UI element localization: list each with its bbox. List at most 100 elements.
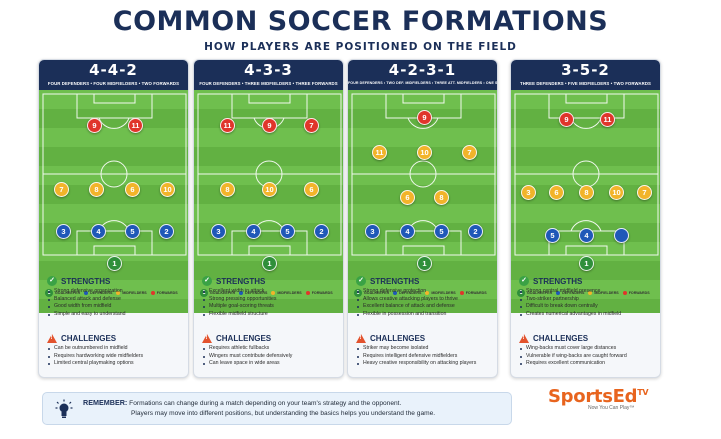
player-defender: 5: [280, 224, 295, 239]
player-defender: 3: [211, 224, 226, 239]
list-item: Requires excellent communication: [519, 360, 659, 368]
goalkeeper-badge: 1: [354, 289, 362, 297]
formation-description: THREE DEFENDERS • FIVE MIDFIELDERS • TWO…: [519, 81, 651, 86]
legend-defenders: DEFENDERS: [245, 291, 268, 295]
list-item: Can leave space in wide areas: [202, 360, 342, 368]
pitch-lines: [42, 93, 187, 256]
list-item: Wing-backs must cover large distances: [519, 345, 659, 353]
legend-forwards: FORWARDS: [156, 291, 178, 295]
player-defender: 5: [125, 224, 140, 239]
legend-forwards: FORWARDS: [628, 291, 650, 295]
player-goalkeeper: 1: [107, 256, 122, 271]
legend-midfielders: MIDFIELDERS: [122, 291, 147, 295]
soccer-pitch: 9 11 3 6 8 10 7 5 4 1 1 GOALKEEPER DEFEND…: [511, 90, 660, 313]
challenges-heading: CHALLENGES: [533, 334, 589, 343]
page-title: COMMON SOCCER FORMATIONS: [112, 6, 609, 37]
card-header: 4-3-3 FOUR DEFENDERS • THREE MIDFIELDERS…: [194, 60, 343, 90]
list-item: Can be outnumbered in midfield: [47, 345, 187, 353]
player-midfielder: 6: [125, 182, 140, 197]
list-item: Strong pressing opportunities: [202, 296, 342, 304]
midfielder-dot-icon: [271, 291, 276, 295]
legend-midfielders: MIDFIELDERS: [594, 291, 619, 295]
forward-dot-icon: [150, 291, 155, 295]
formation-description: FOUR DEFENDERS • FOUR MIDFIELDERS • TWO …: [47, 81, 180, 86]
legend-defenders: DEFENDERS: [562, 291, 585, 295]
formation-name: 3-5-2: [561, 61, 610, 79]
formation-description: FOUR DEFENDERS • TWO DEF. MIDFIELDERS • …: [348, 81, 497, 85]
player-midfielder: 7: [637, 185, 652, 200]
player-midfielder: 7: [462, 145, 477, 160]
defender-dot-icon: [84, 291, 89, 295]
list-item: Balanced attack and defense: [47, 296, 187, 304]
logo-superscript: TV: [637, 388, 649, 397]
list-item: Simple and easy to understand: [47, 311, 187, 319]
player-defender: 3: [365, 224, 380, 239]
challenges-section: ! CHALLENGES Requires athletic fullbacks …: [202, 334, 342, 368]
list-item: Good width from midfield: [47, 303, 187, 311]
card-header: 3-5-2 THREE DEFENDERS • FIVE MIDFIELDERS…: [511, 60, 660, 90]
challenges-section: ! CHALLENGES Wing-backs must cover large …: [519, 334, 659, 368]
player-forward: 9: [417, 110, 432, 125]
list-item: Requires hardworking wide midfielders: [47, 353, 187, 361]
formation-description: FOUR DEFENDERS • THREE MIDFIELDERS • THR…: [199, 81, 338, 86]
remember-callout: REMEMBER: Formations can change during a…: [42, 392, 512, 425]
player-goalkeeper: 1: [262, 256, 277, 271]
defender-dot-icon: [239, 291, 244, 295]
list-item: Multiple goal-scoring threats: [202, 303, 342, 311]
soccer-pitch: 9 11 7 8 6 10 3 4 5 2 1 1 GOALKEEPER DEFE…: [39, 90, 188, 313]
list-item: Wingers must contribute defensively: [202, 353, 342, 361]
sportsed-logo: SportsEdTV Now You Can Play™: [548, 386, 688, 426]
player-defender: 2: [159, 224, 174, 239]
check-circle-icon: ✓: [356, 276, 366, 286]
player-midfielder: 6: [304, 182, 319, 197]
player-defender: 4: [579, 228, 594, 243]
player-defender: 5: [434, 224, 449, 239]
legend-goalkeeper: GOALKEEPER: [210, 291, 236, 295]
remember-text: REMEMBER: Formations can change during a…: [83, 398, 435, 419]
legend-goalkeeper: GOALKEEPER: [55, 291, 81, 295]
strengths-section: ✓ STRENGTHS Excellent width in attack Str…: [202, 276, 342, 318]
player-defender: 4: [91, 224, 106, 239]
list-item: Allows creative attacking players to thr…: [356, 296, 496, 304]
check-circle-icon: ✓: [519, 276, 529, 286]
player-midfielder: 6: [549, 185, 564, 200]
list-item: Flexible midfield structure: [202, 311, 342, 319]
formation-name: 4-3-3: [244, 61, 293, 79]
player-midfielder: 11: [372, 145, 387, 160]
player-forward: 7: [304, 118, 319, 133]
player-midfielder: 10: [417, 145, 432, 160]
player-goalkeeper: 1: [579, 256, 594, 271]
player-midfielder: 10: [160, 182, 175, 197]
defender-dot-icon: [556, 291, 561, 295]
goalkeeper-badge: 1: [200, 289, 208, 297]
player-midfielder: 8: [220, 182, 235, 197]
player-midfielder: 6: [400, 190, 415, 205]
forward-dot-icon: [622, 291, 627, 295]
player-forward: 9: [262, 118, 277, 133]
legend-defenders: DEFENDERS: [90, 291, 113, 295]
player-midfielder: 7: [54, 182, 69, 197]
list-item: Strong defensive organization: [47, 288, 187, 296]
card-header: 4-4-2 FOUR DEFENDERS • FOUR MIDFIELDERS …: [39, 60, 188, 90]
player-midfielder: 10: [262, 182, 277, 197]
formation-card-3-5-2: 3-5-2 THREE DEFENDERS • FIVE MIDFIELDERS…: [510, 59, 661, 378]
list-item: Excellent balance of attack and defense: [356, 303, 496, 311]
legend-forwards: FORWARDS: [465, 291, 487, 295]
midfielder-dot-icon: [116, 291, 121, 295]
remember-line-2: Players may move into different position…: [131, 410, 436, 417]
player-defender: 4: [246, 224, 261, 239]
list-item: Requires athletic fullbacks: [202, 345, 342, 353]
legend-forwards: FORWARDS: [311, 291, 333, 295]
player-midfielder: 8: [434, 190, 449, 205]
list-item: Difficult to break down centrally: [519, 303, 659, 311]
card-header: 4-2-3-1 FOUR DEFENDERS • TWO DEF. MIDFIE…: [348, 60, 497, 90]
list-item: Vulnerable if wing-backs are caught forw…: [519, 353, 659, 361]
player-midfielder: 10: [609, 185, 624, 200]
warning-triangle-icon: !: [519, 334, 529, 343]
player-goalkeeper: 1: [417, 256, 432, 271]
list-item: Excellent width in attack: [202, 288, 342, 296]
strengths-heading: STRENGTHS: [61, 276, 111, 286]
defender-dot-icon: [393, 291, 398, 295]
player-defender: 2: [314, 224, 329, 239]
forward-dot-icon: [459, 291, 464, 295]
